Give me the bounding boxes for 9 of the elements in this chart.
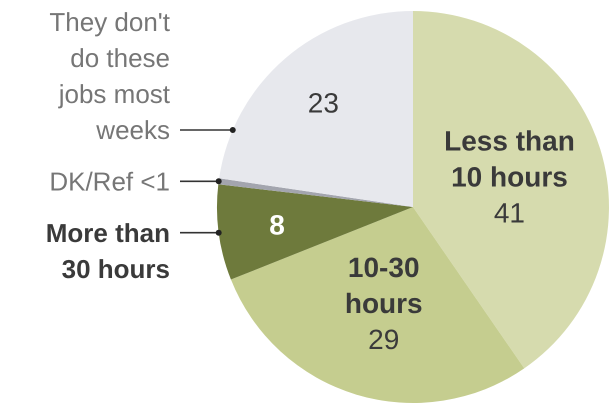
slice-label: Less than 10 hours bbox=[444, 125, 575, 192]
slice-label: They don't do these jobs most weeks bbox=[49, 7, 171, 146]
slice-label: More than 30 hours bbox=[46, 218, 170, 284]
data-label: 29 bbox=[368, 324, 400, 356]
data-label: 41 bbox=[494, 197, 526, 228]
slice-label: 10-30 hours bbox=[344, 252, 423, 320]
data-label: 8 bbox=[269, 209, 285, 240]
data-label: 23 bbox=[308, 88, 339, 119]
slice-label: DK/Ref <1 bbox=[49, 166, 170, 196]
